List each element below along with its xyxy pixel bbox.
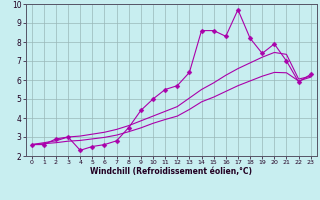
X-axis label: Windchill (Refroidissement éolien,°C): Windchill (Refroidissement éolien,°C) (90, 167, 252, 176)
